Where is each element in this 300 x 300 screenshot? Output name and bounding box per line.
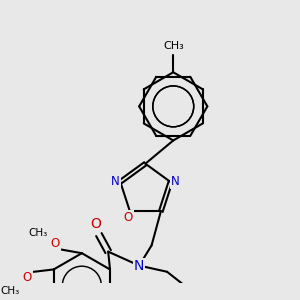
Text: O: O <box>51 237 60 250</box>
Text: CH₃: CH₃ <box>1 286 20 296</box>
Text: N: N <box>171 176 179 188</box>
Text: O: O <box>23 271 32 284</box>
Text: N: N <box>111 176 120 188</box>
Text: O: O <box>124 211 133 224</box>
Text: N: N <box>134 259 144 273</box>
Text: CH₃: CH₃ <box>163 40 184 51</box>
Text: CH₃: CH₃ <box>29 228 48 238</box>
Text: O: O <box>90 217 101 231</box>
